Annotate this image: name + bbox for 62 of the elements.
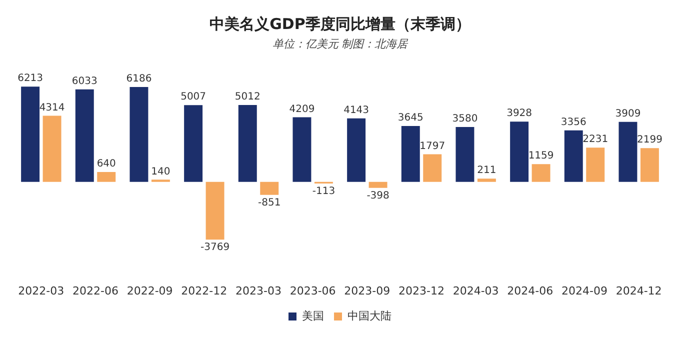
bar <box>532 164 550 182</box>
bar <box>510 122 529 182</box>
data-label: 6213 <box>18 73 44 84</box>
data-label: 2199 <box>636 134 662 146</box>
data-label: 3909 <box>615 108 641 120</box>
bar <box>477 178 496 182</box>
bar <box>97 172 116 182</box>
data-label: 140 <box>151 166 170 178</box>
x-tick-label: 2024-03 <box>452 284 499 298</box>
legend-label: 美国 <box>302 309 324 322</box>
data-label: 1159 <box>528 150 554 162</box>
x-tick-label: 2022-12 <box>181 284 228 298</box>
data-label: 3645 <box>398 112 424 124</box>
data-label: 5012 <box>234 92 260 103</box>
bar <box>292 117 312 182</box>
data-label: 5007 <box>180 92 206 103</box>
chart-subtitle: 单位：亿美元 制图：北海居 <box>272 37 409 50</box>
bar <box>401 126 420 182</box>
data-label: 4143 <box>344 104 370 116</box>
bar <box>618 122 638 182</box>
bar <box>260 182 279 195</box>
data-label: 3356 <box>560 116 586 128</box>
x-tick-label: 2023-06 <box>290 284 336 298</box>
bar <box>586 148 605 182</box>
data-label: -3769 <box>200 242 230 254</box>
x-tick-label: 2024-06 <box>507 284 554 298</box>
bar <box>75 89 94 182</box>
data-label: -398 <box>366 190 390 202</box>
bar <box>640 148 659 182</box>
data-label: 4314 <box>39 102 65 114</box>
x-tick-label: 2024-09 <box>562 284 608 298</box>
bar <box>347 118 366 182</box>
data-label: 6033 <box>72 76 98 87</box>
data-label: 4209 <box>289 104 315 115</box>
data-label: 1797 <box>420 140 446 152</box>
bar <box>564 130 583 182</box>
bar <box>206 182 224 240</box>
x-tick-label: 2022-03 <box>18 284 64 298</box>
data-label: 3928 <box>506 108 532 120</box>
legend-label: 中国大陆 <box>348 309 392 322</box>
x-tick-label: 2024-12 <box>616 284 662 298</box>
x-tick-label: 2023-12 <box>398 284 444 298</box>
bar <box>423 154 442 182</box>
x-tick-label: 2023-09 <box>344 284 390 298</box>
chart-title: 中美名义GDP季度同比增量（末季调） <box>210 14 470 33</box>
data-label: -851 <box>258 197 281 208</box>
x-tick-label: 2023-03 <box>236 284 282 298</box>
data-label: -113 <box>312 186 336 198</box>
x-tick-label: 2022-06 <box>72 284 118 298</box>
bar <box>184 105 203 182</box>
data-label: 2231 <box>582 134 608 146</box>
data-label: 6186 <box>126 74 152 85</box>
data-label: 3580 <box>452 114 478 125</box>
bar <box>368 182 388 188</box>
x-tick-label: 2022-09 <box>126 284 173 298</box>
bar <box>42 116 62 182</box>
bar <box>21 86 40 182</box>
bar <box>238 105 257 182</box>
data-label: 640 <box>96 158 116 170</box>
bar <box>456 126 474 182</box>
bar <box>130 87 148 182</box>
data-label: 211 <box>477 165 496 176</box>
